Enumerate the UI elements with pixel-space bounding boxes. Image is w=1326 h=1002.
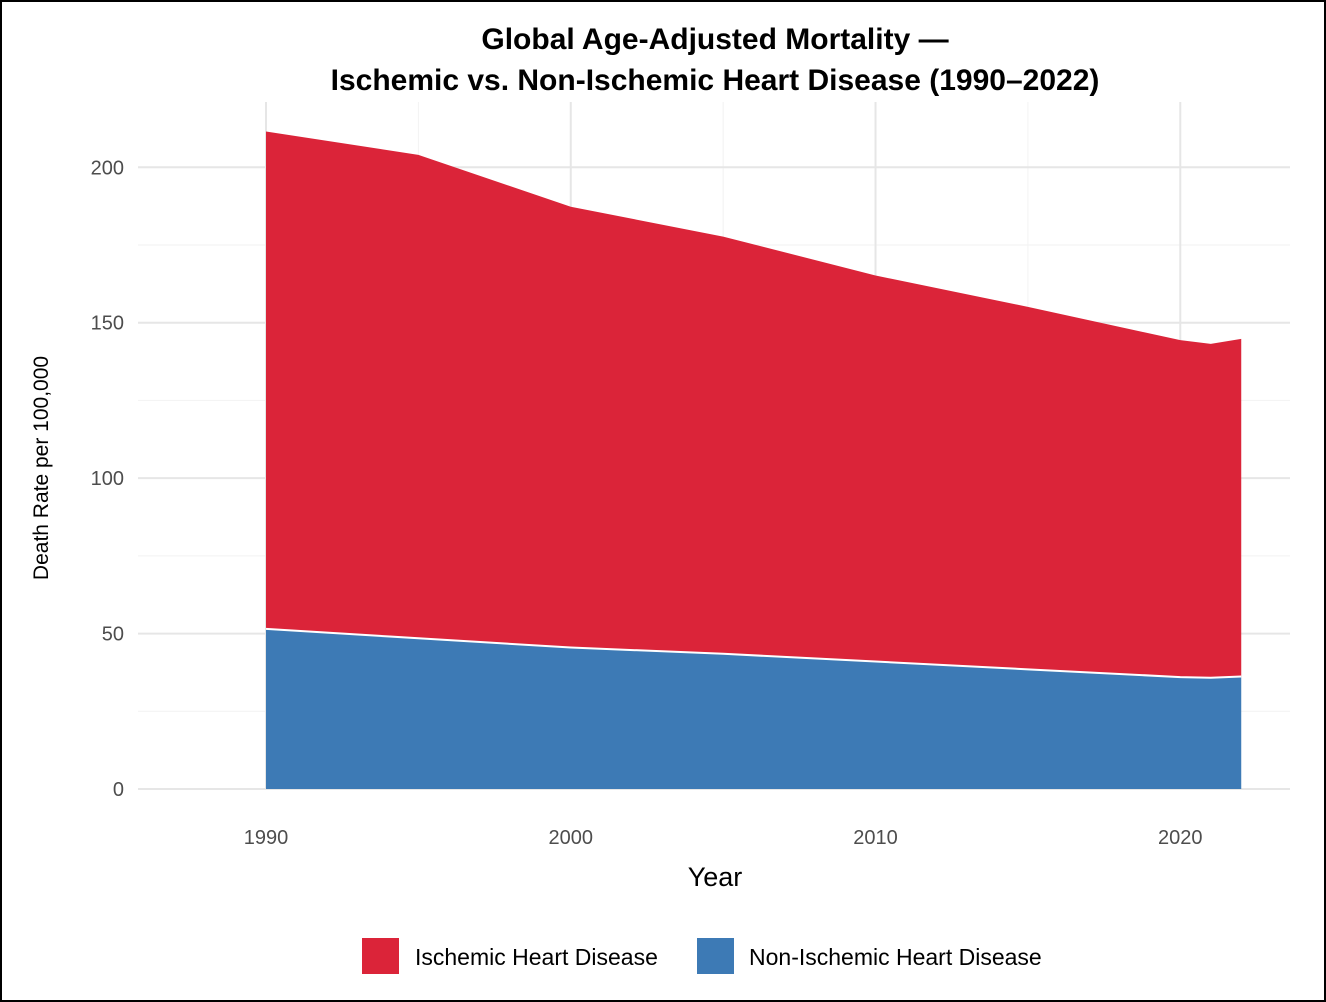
tick-labels: 0 50 100 150 200 1990 2000 2010 2020 <box>91 157 1203 849</box>
area-non-ischemic-heart-disease <box>266 628 1242 789</box>
legend-key-non-ischemic-heart-disease <box>697 938 734 974</box>
legend-label-non-ischemic-heart-disease: Non-Ischemic Heart Disease <box>749 944 1042 970</box>
y-tick-label: 50 <box>102 624 124 646</box>
y-tick-label: 100 <box>91 468 124 490</box>
y-tick-label: 0 <box>113 779 124 801</box>
x-axis-title: Year <box>688 862 743 892</box>
chart-title-line-2: Ischemic vs. Non-Ischemic Heart Disease … <box>331 64 1100 97</box>
x-tick-label: 2010 <box>853 827 898 849</box>
x-tick-label: 2000 <box>549 827 594 849</box>
chart-title-line-1: Global Age-Adjusted Mortality — <box>481 23 948 56</box>
legend-label-ischemic-heart-disease: Ischemic Heart Disease <box>415 944 658 970</box>
y-tick-label: 200 <box>91 157 124 179</box>
x-tick-label: 1990 <box>244 827 289 849</box>
area-layer <box>265 131 1242 789</box>
y-tick-label: 150 <box>91 313 124 335</box>
legend-key-ischemic-heart-disease <box>362 938 399 974</box>
y-axis-title: Death Rate per 100,000 <box>30 356 53 580</box>
area-ischemic-heart-disease <box>266 131 1242 678</box>
legend: Ischemic Heart Disease Non-Ischemic Heart… <box>362 938 1042 974</box>
series-boundary-line <box>265 627 1242 679</box>
x-tick-label: 2020 <box>1158 827 1203 849</box>
